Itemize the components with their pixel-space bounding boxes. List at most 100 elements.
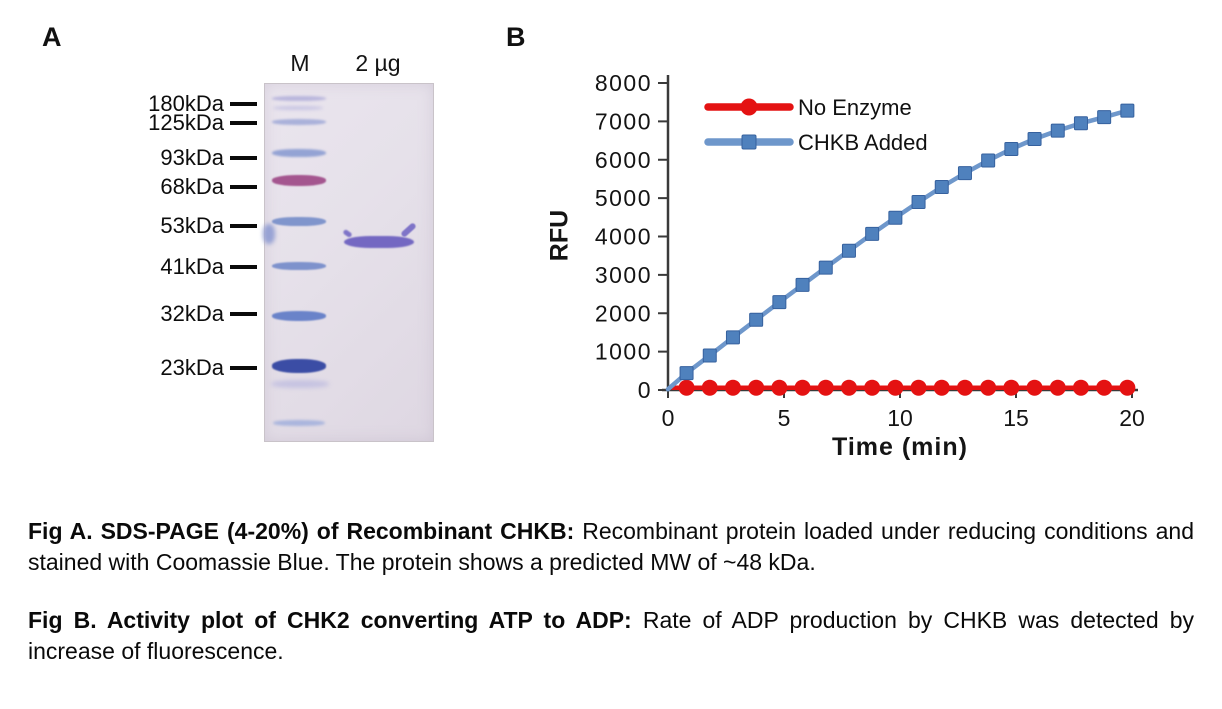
caption-fig-a: Fig A. SDS-PAGE (4-20%) of Recombinant C… <box>28 516 1194 578</box>
no-enzyme-point <box>748 379 765 396</box>
chkb-added-point <box>1004 142 1019 157</box>
faint-band <box>273 420 325 426</box>
caption-fig-b-title: Fig B. Activity plot of CHK2 converting … <box>28 607 632 633</box>
y-tick-label: 7000 <box>595 108 652 134</box>
y-tick-label: 0 <box>638 377 652 403</box>
activity-line-chart: 0 1000 2000 3000 4000 5000 6000 7000 8000 0 5 10 15 2… <box>595 70 1145 431</box>
chkb-added-point <box>934 179 949 194</box>
x-axis-title: Time (min) <box>832 433 968 461</box>
no-enzyme-point <box>771 379 788 396</box>
no-enzyme-point <box>887 379 904 396</box>
y-tick-label: 1000 <box>595 339 652 365</box>
no-enzyme-point <box>701 379 718 396</box>
y-tick-label: 5000 <box>595 185 652 211</box>
no-enzyme-point <box>724 379 741 396</box>
chkb-added-point <box>911 194 926 209</box>
marker-band <box>272 175 326 186</box>
chkb-added-point <box>818 260 833 275</box>
gel-lane-label-sample: 2 µg <box>355 50 401 76</box>
chkb-added-point <box>841 243 856 258</box>
no-enzyme-point <box>956 379 973 396</box>
marker-band <box>272 262 326 270</box>
marker-band <box>272 217 326 226</box>
y-axis-title: RFU <box>545 209 574 262</box>
no-enzyme-point <box>840 379 857 396</box>
chkb-added-point <box>981 153 996 168</box>
mw-tick-dash <box>230 312 257 316</box>
mw-label: 32kDa <box>160 301 224 326</box>
sds-page-gel-image <box>263 83 434 442</box>
no-enzyme-point <box>1096 379 1113 396</box>
chkb-added-point <box>1027 132 1042 147</box>
legend-label: CHKB Added <box>798 130 928 155</box>
mw-tick-dash <box>230 265 257 269</box>
mw-label: 93kDa <box>160 145 224 170</box>
y-tick-label: 3000 <box>595 262 652 288</box>
caption-fig-a-title: Fig A. SDS-PAGE (4-20%) of Recombinant C… <box>28 518 575 544</box>
chkb-added-point <box>865 226 880 241</box>
chkb-added-point <box>795 277 810 292</box>
chkb-added-point <box>1120 103 1135 118</box>
chkb-added-point <box>749 312 764 327</box>
no-enzyme-point <box>1003 379 1020 396</box>
gel-lane-label-marker: M <box>290 50 310 76</box>
no-enzyme-point <box>933 379 950 396</box>
chkb-added-point <box>888 210 903 225</box>
caption-fig-a-body: Recombinant protein loaded under reducin… <box>28 518 1194 575</box>
mw-tick-dash <box>230 102 257 106</box>
y-tick-label: 6000 <box>595 147 652 173</box>
chkb-added-point <box>772 295 787 310</box>
chkb-added-point <box>702 348 717 363</box>
marker-band <box>272 96 326 101</box>
mw-tick-dash <box>230 185 257 189</box>
x-tick-label: 10 <box>887 405 913 431</box>
no-enzyme-point <box>1072 379 1089 396</box>
sample-band-hook <box>400 222 417 238</box>
chkb-added-point <box>1073 116 1088 131</box>
mw-label: 23kDa <box>160 355 224 380</box>
faint-band <box>263 224 275 244</box>
x-tick-label: 0 <box>662 405 675 431</box>
faint-band <box>273 106 323 110</box>
no-enzyme-point <box>864 379 881 396</box>
mw-tick-dash <box>230 366 257 370</box>
legend-square-marker <box>741 134 757 150</box>
x-tick-label: 15 <box>1003 405 1029 431</box>
chkb-added-point <box>1097 110 1112 125</box>
panel-b-label: B <box>506 22 526 52</box>
mw-label: 68kDa <box>160 174 224 199</box>
y-tick-label: 2000 <box>595 300 652 326</box>
caption-fig-b-body: Rate of ADP production by CHKB was detec… <box>28 607 1194 664</box>
mw-tick-dash <box>230 121 257 125</box>
no-enzyme-point <box>980 379 997 396</box>
y-tick-label: 8000 <box>595 70 652 96</box>
no-enzyme-point <box>678 379 695 396</box>
panel-a-label: A <box>42 22 62 52</box>
marker-band <box>272 149 326 157</box>
no-enzyme-point <box>1026 379 1043 396</box>
marker-band <box>272 311 326 321</box>
no-enzyme-point <box>817 379 834 396</box>
no-enzyme-point <box>910 379 927 396</box>
chkb-added-point <box>679 366 694 381</box>
y-tick-label: 4000 <box>595 224 652 250</box>
faint-band <box>271 380 329 388</box>
caption-fig-b: Fig B. Activity plot of CHK2 converting … <box>28 605 1194 667</box>
sample-protein-band <box>344 236 414 248</box>
chkb-added-point <box>1050 123 1065 138</box>
marker-band <box>272 359 326 373</box>
no-enzyme-point <box>794 379 811 396</box>
legend-label: No Enzyme <box>798 95 912 120</box>
x-tick-label: 5 <box>778 405 791 431</box>
mw-tick-dash <box>230 224 257 228</box>
marker-band <box>272 119 326 125</box>
mw-tick-dash <box>230 156 257 160</box>
no-enzyme-point <box>1119 379 1136 396</box>
mw-label: 41kDa <box>160 254 224 279</box>
no-enzyme-point <box>1049 379 1066 396</box>
legend-circle-marker <box>740 98 758 116</box>
chkb-added-point <box>725 330 740 345</box>
mw-label: 125kDa <box>148 110 224 135</box>
x-tick-label: 20 <box>1119 405 1145 431</box>
mw-label: 180kDa <box>148 91 224 116</box>
